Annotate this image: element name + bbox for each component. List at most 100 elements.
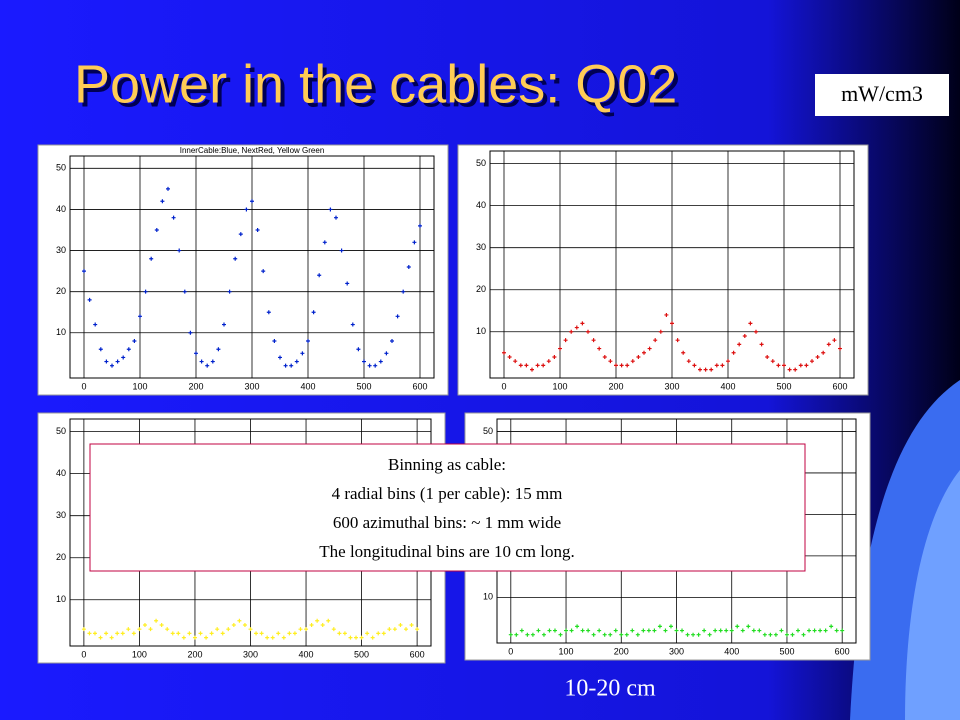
x-tick-label: 200 [188, 381, 203, 391]
point [530, 632, 535, 637]
point [137, 627, 142, 632]
y-tick-label: 30 [56, 245, 66, 255]
point [762, 632, 767, 637]
point [315, 618, 320, 623]
y-tick-label: 30 [56, 510, 66, 520]
point [729, 628, 734, 633]
point [244, 207, 249, 212]
point [276, 631, 281, 636]
y-tick-label: 10 [56, 327, 66, 337]
point [558, 346, 562, 351]
point [149, 256, 154, 261]
point [823, 628, 828, 633]
point [93, 322, 98, 327]
point [215, 627, 220, 632]
point [199, 359, 204, 364]
point [226, 627, 231, 632]
plot-frame [69, 155, 435, 379]
point [237, 618, 242, 623]
point [826, 342, 831, 347]
point [751, 628, 756, 633]
point [188, 330, 193, 335]
point [238, 232, 243, 237]
chart-title: InnerCable:Blue, NextRed, Yellow Green [180, 146, 325, 155]
point [148, 627, 153, 632]
point [680, 628, 685, 633]
point [110, 363, 114, 368]
point [220, 631, 225, 636]
point [773, 632, 778, 637]
note-line: Binning as cable: [388, 455, 506, 474]
point [356, 347, 361, 352]
x-tick-label: 0 [81, 649, 86, 659]
point [378, 359, 383, 364]
point [205, 363, 210, 368]
x-tick-label: 600 [832, 381, 847, 391]
note-line: 600 azimuthal bins: ~ 1 mm wide [333, 513, 561, 532]
point [580, 628, 585, 633]
point [547, 628, 552, 633]
x-tick-label: 600 [835, 646, 850, 656]
point [790, 632, 795, 637]
point [109, 635, 114, 640]
y-tick-label: 50 [56, 163, 66, 173]
title: Power in the cables: Q02 [74, 54, 677, 114]
y-tick-label: 50 [483, 426, 493, 436]
x-tick-label: 600 [412, 381, 427, 391]
point [608, 632, 613, 637]
point [278, 355, 282, 360]
point [804, 363, 809, 368]
point [192, 635, 197, 640]
point [132, 339, 137, 343]
point [646, 628, 651, 633]
point [294, 359, 299, 364]
point [395, 314, 400, 319]
point [292, 631, 297, 636]
point [630, 359, 635, 364]
point [502, 350, 506, 355]
x-tick-label: 500 [356, 381, 371, 391]
point [170, 631, 175, 636]
x-tick-label: 600 [410, 649, 425, 659]
y-tick-label: 20 [56, 552, 66, 562]
point [810, 359, 814, 364]
point [242, 622, 247, 627]
point [569, 628, 574, 633]
x-tick-label: 500 [776, 381, 791, 391]
point [166, 186, 170, 191]
point [536, 628, 541, 633]
point [513, 359, 518, 364]
point [635, 632, 640, 637]
point [597, 346, 602, 351]
point [177, 248, 182, 253]
point [409, 622, 414, 627]
point [98, 347, 103, 352]
point [779, 628, 784, 633]
point [670, 321, 674, 326]
y-tick-label: 20 [476, 284, 486, 294]
point [222, 322, 226, 327]
point [204, 635, 209, 640]
point [406, 265, 411, 269]
point [126, 347, 131, 352]
point [287, 631, 292, 636]
point [266, 310, 271, 315]
x-tick-label: 0 [501, 381, 506, 391]
point [535, 363, 540, 368]
point [608, 359, 613, 364]
point [227, 289, 232, 294]
point [250, 199, 254, 204]
point [602, 354, 607, 359]
x-tick-label: 200 [187, 649, 202, 659]
point [630, 628, 635, 633]
point [664, 312, 669, 317]
point [735, 624, 740, 629]
point [508, 632, 513, 637]
point [714, 363, 719, 368]
y-tick-label: 10 [56, 594, 66, 604]
point [390, 339, 394, 343]
point [675, 338, 680, 343]
point [209, 631, 214, 636]
point [373, 363, 378, 368]
x-tick-label: 400 [299, 649, 314, 659]
